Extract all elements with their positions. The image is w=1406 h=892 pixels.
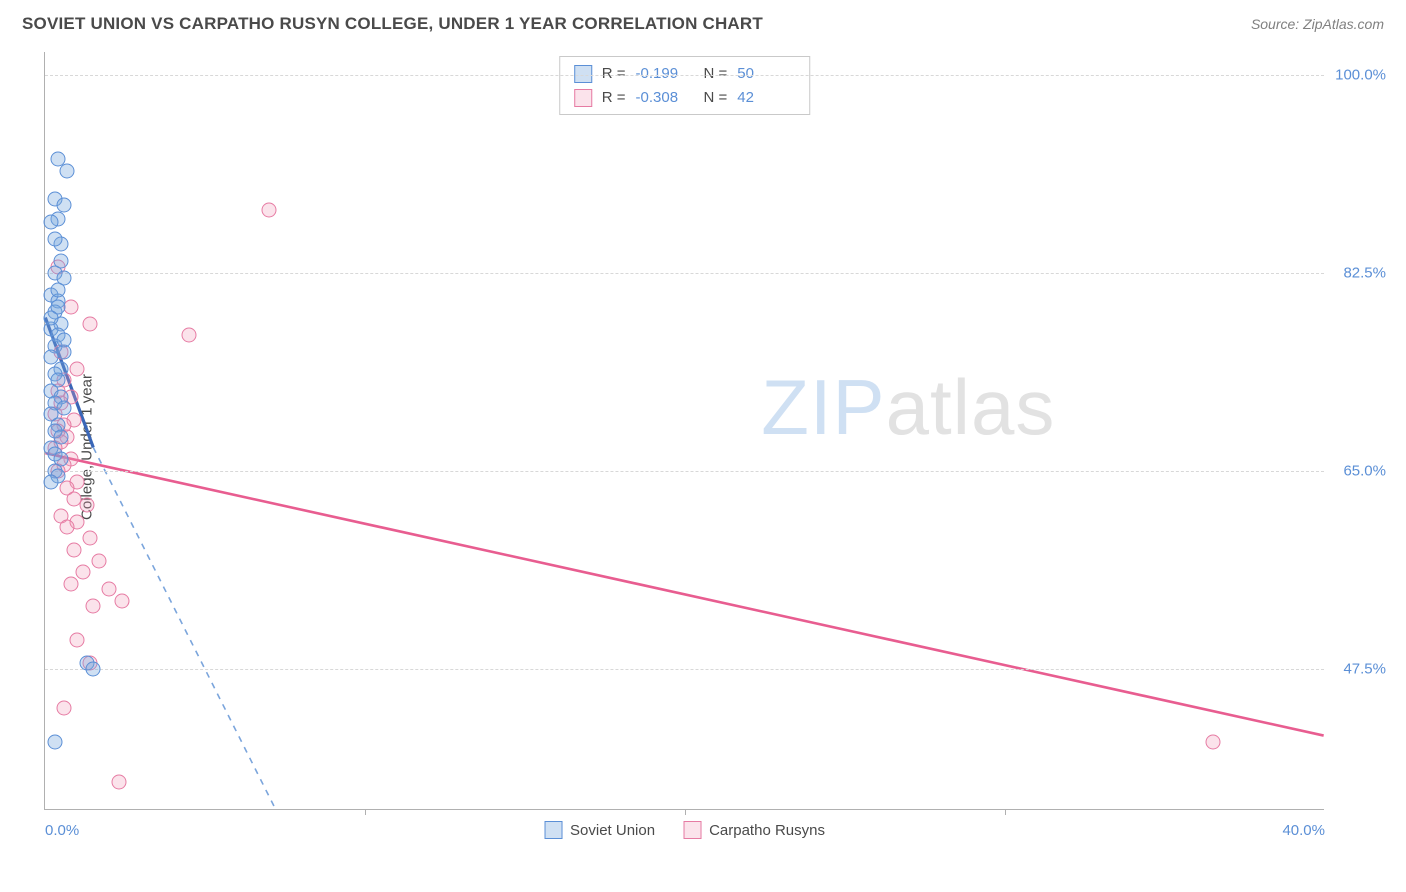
data-point xyxy=(57,701,72,716)
data-point xyxy=(63,576,78,591)
data-point xyxy=(262,203,277,218)
data-point xyxy=(66,542,81,557)
legend-item-soviet: Soviet Union xyxy=(544,821,655,839)
chart-header: SOVIET UNION VS CARPATHO RUSYN COLLEGE, … xyxy=(0,0,1406,42)
data-point xyxy=(63,299,78,314)
ytick-label: 82.5% xyxy=(1343,264,1386,281)
gridline xyxy=(45,471,1324,472)
data-point xyxy=(182,327,197,342)
data-point xyxy=(47,735,62,750)
legend-item-carpatho: Carpatho Rusyns xyxy=(683,821,825,839)
ytick-label: 100.0% xyxy=(1335,66,1386,83)
data-point xyxy=(114,593,129,608)
data-point xyxy=(54,254,69,269)
data-point xyxy=(86,599,101,614)
ytick-label: 47.5% xyxy=(1343,660,1386,677)
gridline xyxy=(45,273,1324,274)
data-point xyxy=(50,282,65,297)
data-point xyxy=(44,214,59,229)
data-point xyxy=(60,520,75,535)
data-point xyxy=(92,554,107,569)
legend: Soviet Union Carpatho Rusyns xyxy=(544,821,825,839)
data-point xyxy=(57,197,72,212)
data-point xyxy=(44,474,59,489)
data-point xyxy=(86,661,101,676)
xtick-label: 0.0% xyxy=(45,822,79,839)
stats-row-pink: R = -0.308 N = 42 xyxy=(574,86,796,110)
data-point xyxy=(44,310,59,325)
data-point xyxy=(79,497,94,512)
ytick-label: 65.0% xyxy=(1343,462,1386,479)
gridline xyxy=(45,669,1324,670)
xtick-mark xyxy=(685,809,686,815)
gridline xyxy=(45,75,1324,76)
data-point xyxy=(70,633,85,648)
data-point xyxy=(57,401,72,416)
swatch-pink-icon xyxy=(683,821,701,839)
xtick-mark xyxy=(365,809,366,815)
stats-box: R = -0.199 N = 50 R = -0.308 N = 42 xyxy=(559,56,811,115)
data-point xyxy=(111,774,126,789)
watermark: ZIPatlas xyxy=(761,362,1055,453)
plot-region: ZIPatlas R = -0.199 N = 50 R = -0.308 N … xyxy=(44,52,1324,810)
data-point xyxy=(82,316,97,331)
swatch-blue-icon xyxy=(544,821,562,839)
data-point xyxy=(57,333,72,348)
data-point xyxy=(76,565,91,580)
source-label: Source: ZipAtlas.com xyxy=(1251,16,1384,32)
xtick-label: 40.0% xyxy=(1282,822,1325,839)
data-point xyxy=(102,582,117,597)
data-point xyxy=(1206,735,1221,750)
swatch-pink-icon xyxy=(574,89,592,107)
data-point xyxy=(47,231,62,246)
chart-title: SOVIET UNION VS CARPATHO RUSYN COLLEGE, … xyxy=(22,14,763,34)
data-point xyxy=(82,531,97,546)
data-point xyxy=(60,163,75,178)
chart-area: College, Under 1 year ZIPatlas R = -0.19… xyxy=(44,52,1384,842)
xtick-mark xyxy=(1005,809,1006,815)
data-point xyxy=(70,361,85,376)
trend-lines xyxy=(45,52,1324,809)
